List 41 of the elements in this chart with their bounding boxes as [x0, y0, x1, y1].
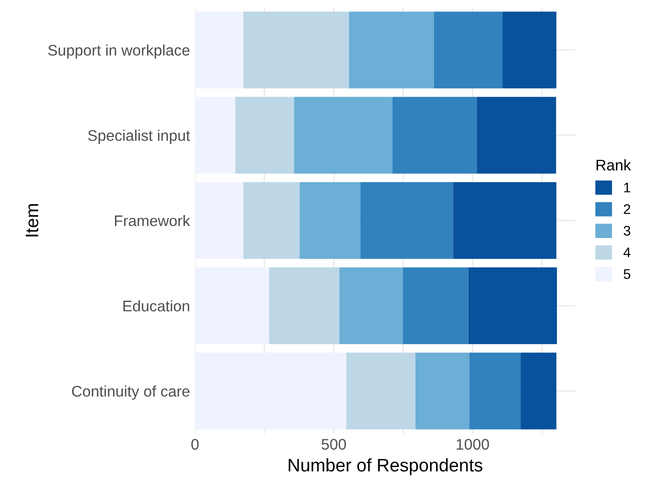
- bar: [469, 352, 521, 430]
- bar: [349, 12, 434, 88]
- bar: [434, 12, 503, 88]
- y-tick-label: Education: [123, 300, 190, 312]
- bar: [453, 182, 556, 259]
- bar: [195, 96, 236, 174]
- bar: [235, 96, 294, 174]
- legend-label: 5: [624, 269, 630, 279]
- x-tick-label: 1000: [456, 438, 489, 450]
- bar: [502, 12, 556, 88]
- legend-label: 1: [624, 182, 630, 192]
- bar: [195, 267, 270, 344]
- legend-label: 2: [624, 204, 630, 214]
- y-tick-label: Continuity of care: [72, 385, 190, 400]
- bar: [195, 12, 244, 88]
- bar: [346, 352, 416, 430]
- x-tick-label: 0: [191, 438, 199, 450]
- bar: [300, 182, 360, 259]
- x-tick-label: 500: [322, 438, 346, 450]
- legend-label: 4: [623, 248, 630, 258]
- bar: [269, 267, 340, 344]
- bar: [520, 352, 556, 430]
- x-axis-title: Number of Respondents: [288, 458, 482, 476]
- legend-title: Rank: [596, 159, 632, 171]
- bar: [294, 96, 392, 174]
- y-tick-label: Framework: [115, 214, 190, 226]
- bar: [339, 267, 403, 344]
- y-tick-label: Support in workplace: [48, 44, 190, 59]
- bar: [243, 12, 350, 88]
- bar: [392, 96, 477, 174]
- legend-label: 3: [624, 226, 630, 236]
- bar: [415, 352, 470, 430]
- bar: [360, 182, 454, 259]
- bar: [402, 267, 468, 344]
- bar: [243, 182, 300, 259]
- bar: [195, 352, 346, 430]
- y-tick-label: Specialist input: [88, 130, 190, 144]
- bar: [195, 182, 244, 259]
- bar: [476, 96, 556, 174]
- y-axis-title: Item: [26, 204, 38, 236]
- bar: [468, 267, 557, 344]
